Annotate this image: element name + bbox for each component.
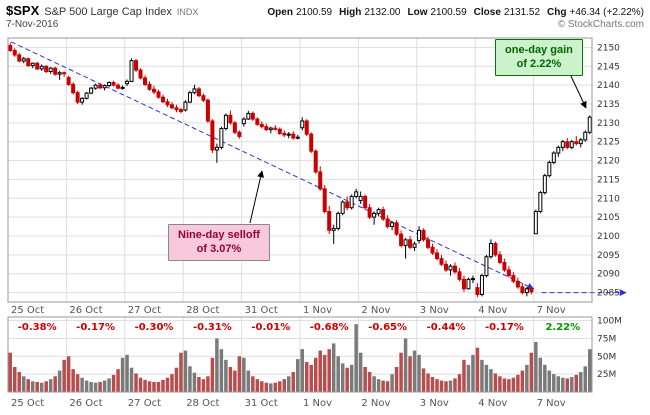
svg-text:7 Nov: 7 Nov — [537, 305, 566, 316]
svg-text:3 Nov: 3 Nov — [420, 398, 449, 409]
svg-text:75M: 75M — [597, 334, 616, 344]
svg-text:31 Oct: 31 Oct — [245, 305, 278, 316]
close-label: Close — [473, 7, 501, 18]
chart-header: $SPX S&P 500 Large Cap Index INDX Open 21… — [0, 0, 650, 32]
quote-line: Open 2100.59 High 2132.00 Low 2100.59 Close 213… — [267, 7, 644, 18]
annotation-nine-day-selloff: Nine-day selloff of 3.07% — [168, 224, 270, 261]
chg-value: +46.34 (+2.22%) — [569, 7, 645, 18]
svg-text:-0.65%: -0.65% — [368, 322, 407, 333]
svg-text:2125: 2125 — [597, 138, 620, 148]
svg-text:2120: 2120 — [597, 157, 620, 167]
svg-text:2090: 2090 — [597, 270, 620, 280]
svg-text:26 Oct: 26 Oct — [69, 305, 102, 316]
header-line-1: $SPX S&P 500 Large Cap Index INDX Open 21… — [6, 3, 644, 18]
svg-text:2095: 2095 — [597, 251, 620, 261]
svg-text:25M: 25M — [597, 370, 616, 380]
svg-text:1 Nov: 1 Nov — [303, 305, 332, 316]
svg-text:1 Nov: 1 Nov — [303, 398, 332, 409]
svg-text:2130: 2130 — [597, 119, 620, 129]
close-value: 2131.52 — [503, 7, 541, 18]
open-label: Open — [267, 7, 293, 18]
svg-text:2110: 2110 — [597, 194, 620, 204]
index-name: S&P 500 Large Cap Index — [44, 6, 172, 18]
svg-text:-0.17%: -0.17% — [76, 322, 115, 333]
svg-text:7 Nov: 7 Nov — [537, 398, 566, 409]
annotation-one-day-gain: one-day gain of 2.22% — [495, 39, 583, 76]
svg-text:50M: 50M — [597, 352, 616, 362]
svg-text:2105: 2105 — [597, 213, 620, 223]
svg-text:100M: 100M — [597, 317, 622, 327]
svg-text:-0.01%: -0.01% — [251, 322, 290, 333]
svg-text:-0.31%: -0.31% — [193, 322, 232, 333]
svg-text:28 Oct: 28 Oct — [186, 398, 219, 409]
svg-text:31 Oct: 31 Oct — [245, 398, 278, 409]
svg-text:2 Nov: 2 Nov — [361, 305, 390, 316]
svg-text:26 Oct: 26 Oct — [69, 398, 102, 409]
high-value: 2132.00 — [364, 7, 401, 18]
watermark: © StockCharts.com — [557, 19, 644, 30]
annotation-selloff-line1: Nine-day selloff — [178, 229, 260, 241]
exchange-code: INDX — [176, 7, 199, 17]
svg-text:27 Oct: 27 Oct — [128, 398, 161, 409]
svg-text:4 Nov: 4 Nov — [478, 305, 507, 316]
low-label: Low — [407, 7, 428, 18]
svg-text:2145: 2145 — [597, 62, 620, 72]
annotation-selloff-line2: of 3.07% — [196, 243, 242, 256]
annotation-gain-line1: one-day gain — [505, 44, 573, 56]
svg-text:28 Oct: 28 Oct — [186, 305, 219, 316]
svg-text:2.22%: 2.22% — [545, 322, 580, 333]
svg-text:2140: 2140 — [597, 81, 620, 91]
svg-text:-0.44%: -0.44% — [427, 322, 466, 333]
svg-text:2 Nov: 2 Nov — [361, 398, 390, 409]
svg-text:4 Nov: 4 Nov — [478, 398, 507, 409]
svg-text:2115: 2115 — [597, 175, 620, 185]
svg-text:2085: 2085 — [597, 289, 620, 299]
price-volume-chart: 2085 2090 2095 2100 2105 2110 2115 2120 2125 2130… — [7, 37, 627, 409]
symbol: $SPX — [6, 3, 40, 18]
svg-text:2150: 2150 — [597, 43, 620, 53]
svg-text:25 Oct: 25 Oct — [11, 398, 44, 409]
svg-text:2135: 2135 — [597, 100, 620, 110]
svg-text:25 Oct: 25 Oct — [11, 305, 44, 316]
svg-text:-0.17%: -0.17% — [485, 322, 524, 333]
svg-text:2100: 2100 — [597, 232, 620, 242]
chg-label: Chg — [547, 7, 567, 18]
high-label: High — [339, 7, 362, 18]
svg-text:-0.38%: -0.38% — [18, 322, 57, 333]
low-value: 2100.59 — [430, 7, 467, 18]
annotation-gain-line2: of 2.22% — [516, 58, 562, 71]
open-value: 2100.59 — [295, 7, 333, 18]
chart-date: 7-Nov-2016 — [6, 19, 59, 30]
svg-text:-0.30%: -0.30% — [135, 322, 174, 333]
svg-text:3 Nov: 3 Nov — [420, 305, 449, 316]
header-line-2: 7-Nov-2016 © StockCharts.com — [6, 19, 644, 30]
svg-text:27 Oct: 27 Oct — [128, 305, 161, 316]
svg-text:-0.68%: -0.68% — [310, 322, 349, 333]
